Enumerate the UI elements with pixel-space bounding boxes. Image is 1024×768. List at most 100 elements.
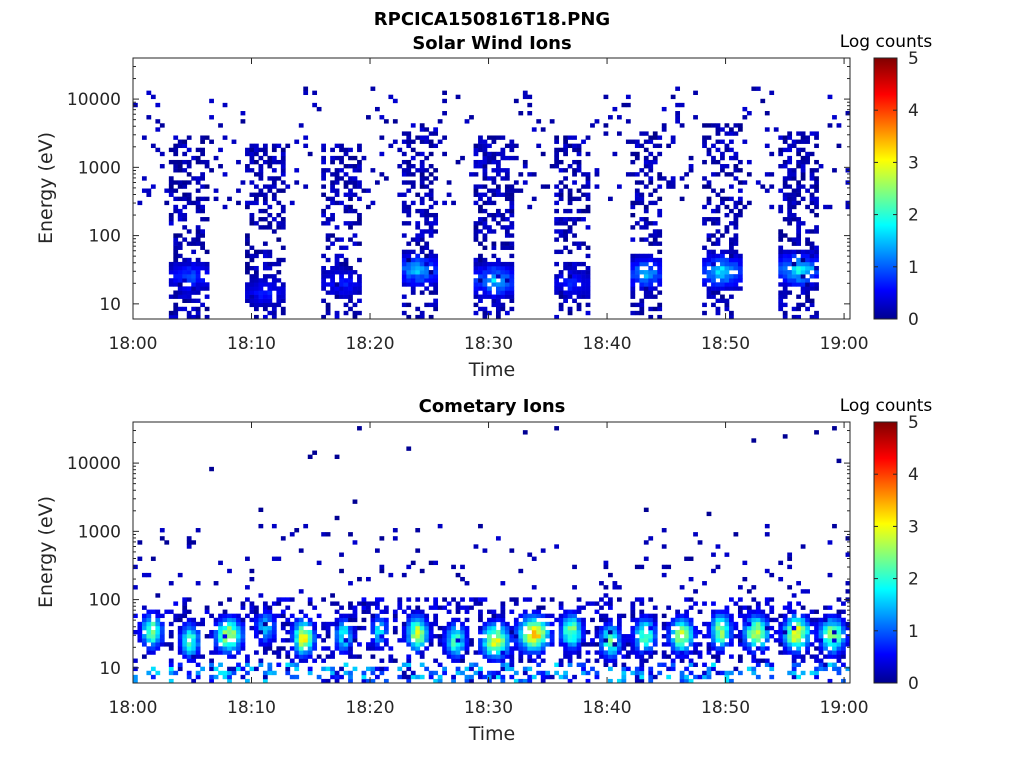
heatmap-cell [262, 306, 268, 312]
heatmap-cell [285, 617, 291, 623]
heatmap-cell [298, 123, 304, 128]
heatmap-cell [536, 609, 542, 614]
heatmap-cell [720, 188, 725, 193]
heatmap-cell [648, 200, 654, 206]
y-tick-label: 10000 [67, 90, 121, 110]
heatmap-cell [424, 302, 430, 308]
heatmap-cell [796, 654, 802, 659]
heatmap-cell [410, 249, 416, 255]
heatmap-cell [778, 306, 784, 312]
heatmap-cell [473, 662, 479, 667]
heatmap-cell [487, 609, 492, 614]
heatmap-cell [374, 666, 380, 672]
heatmap-cell [711, 188, 716, 193]
heatmap-cell [630, 253, 636, 259]
heatmap-cell [648, 621, 654, 627]
heatmap-cell [733, 164, 739, 169]
heatmap-cell [469, 115, 474, 120]
heatmap-cell [755, 605, 761, 610]
heatmap-cell [733, 601, 739, 606]
heatmap-cell [729, 208, 734, 214]
heatmap-cell [455, 94, 461, 100]
heatmap-cell [276, 200, 282, 206]
heatmap-cell [424, 192, 430, 197]
heatmap-cell [796, 294, 802, 299]
heatmap-cell [289, 629, 295, 635]
heatmap-cell [410, 270, 416, 275]
heatmap-cell [419, 290, 425, 295]
heatmap-cell [563, 233, 568, 238]
heatmap-cell [491, 642, 497, 647]
heatmap-cell [652, 241, 658, 246]
heatmap-cell [200, 241, 205, 246]
heatmap-cell [751, 621, 757, 627]
heatmap-cell [737, 274, 743, 279]
heatmap-cell [482, 221, 488, 226]
heatmap-cell [141, 617, 147, 623]
heatmap-cell [616, 131, 622, 136]
heatmap-cell [531, 172, 537, 177]
heatmap-cell [352, 302, 358, 308]
heatmap-cell [814, 200, 819, 206]
heatmap-cell [401, 233, 407, 238]
heatmap-cell [379, 564, 385, 570]
heatmap-cell [540, 658, 546, 663]
heatmap-cell [406, 654, 412, 659]
heatmap-cell [218, 601, 223, 606]
heatmap-cell [348, 225, 353, 230]
heatmap-cell [755, 662, 761, 667]
heatmap-cell [809, 200, 815, 206]
heatmap-cell [787, 609, 793, 614]
heatmap-cell [419, 638, 425, 643]
colorbar-tick-label: 2 [908, 570, 919, 590]
heatmap-cell [303, 658, 309, 663]
heatmap-cell [200, 184, 205, 189]
heatmap-cell [276, 286, 282, 291]
heatmap-cell [791, 261, 797, 267]
heatmap-cell [805, 151, 810, 157]
heatmap-cell [410, 147, 416, 153]
heatmap-cell [670, 629, 676, 635]
heatmap-cell [751, 642, 757, 647]
heatmap-cell [495, 221, 501, 226]
heatmap-cell [706, 274, 712, 279]
heatmap-cell [455, 646, 461, 651]
heatmap-cell [339, 294, 344, 299]
heatmap-cell [648, 180, 654, 185]
x-tick-label: 18:30 [464, 698, 513, 718]
heatmap-cell [742, 180, 748, 185]
heatmap-cell [410, 265, 416, 271]
heatmap-cell [155, 638, 161, 643]
heatmap-cell [330, 180, 335, 185]
heatmap-cell [836, 658, 842, 663]
heatmap-cell [563, 290, 568, 295]
heatmap-cell [643, 540, 649, 545]
heatmap-cell [527, 646, 533, 651]
heatmap-cell [800, 159, 806, 165]
heatmap-cell [482, 650, 488, 655]
heatmap-cell [572, 135, 577, 140]
heatmap-cell [500, 151, 506, 157]
heatmap-cell [343, 625, 349, 631]
heatmap-cell [146, 625, 152, 631]
heatmap-cell [522, 634, 528, 639]
heatmap-cell [343, 192, 349, 197]
heatmap-cell [751, 638, 757, 643]
heatmap-cell [487, 200, 492, 206]
heatmap-cell [729, 634, 734, 639]
heatmap-cell [334, 257, 340, 263]
heatmap-cell [419, 237, 425, 242]
heatmap-cell [711, 274, 716, 279]
heatmap-cell [733, 257, 739, 263]
heatmap-cell [424, 270, 430, 275]
heatmap-cell [487, 229, 492, 234]
heatmap-cell [585, 265, 591, 271]
heatmap-cell [746, 666, 752, 672]
heatmap-cell [352, 634, 358, 639]
heatmap-cell [200, 176, 205, 181]
heatmap-cell [782, 642, 788, 647]
heatmap-cell [558, 294, 564, 299]
heatmap-cell [280, 172, 286, 177]
heatmap-cell [823, 617, 828, 623]
